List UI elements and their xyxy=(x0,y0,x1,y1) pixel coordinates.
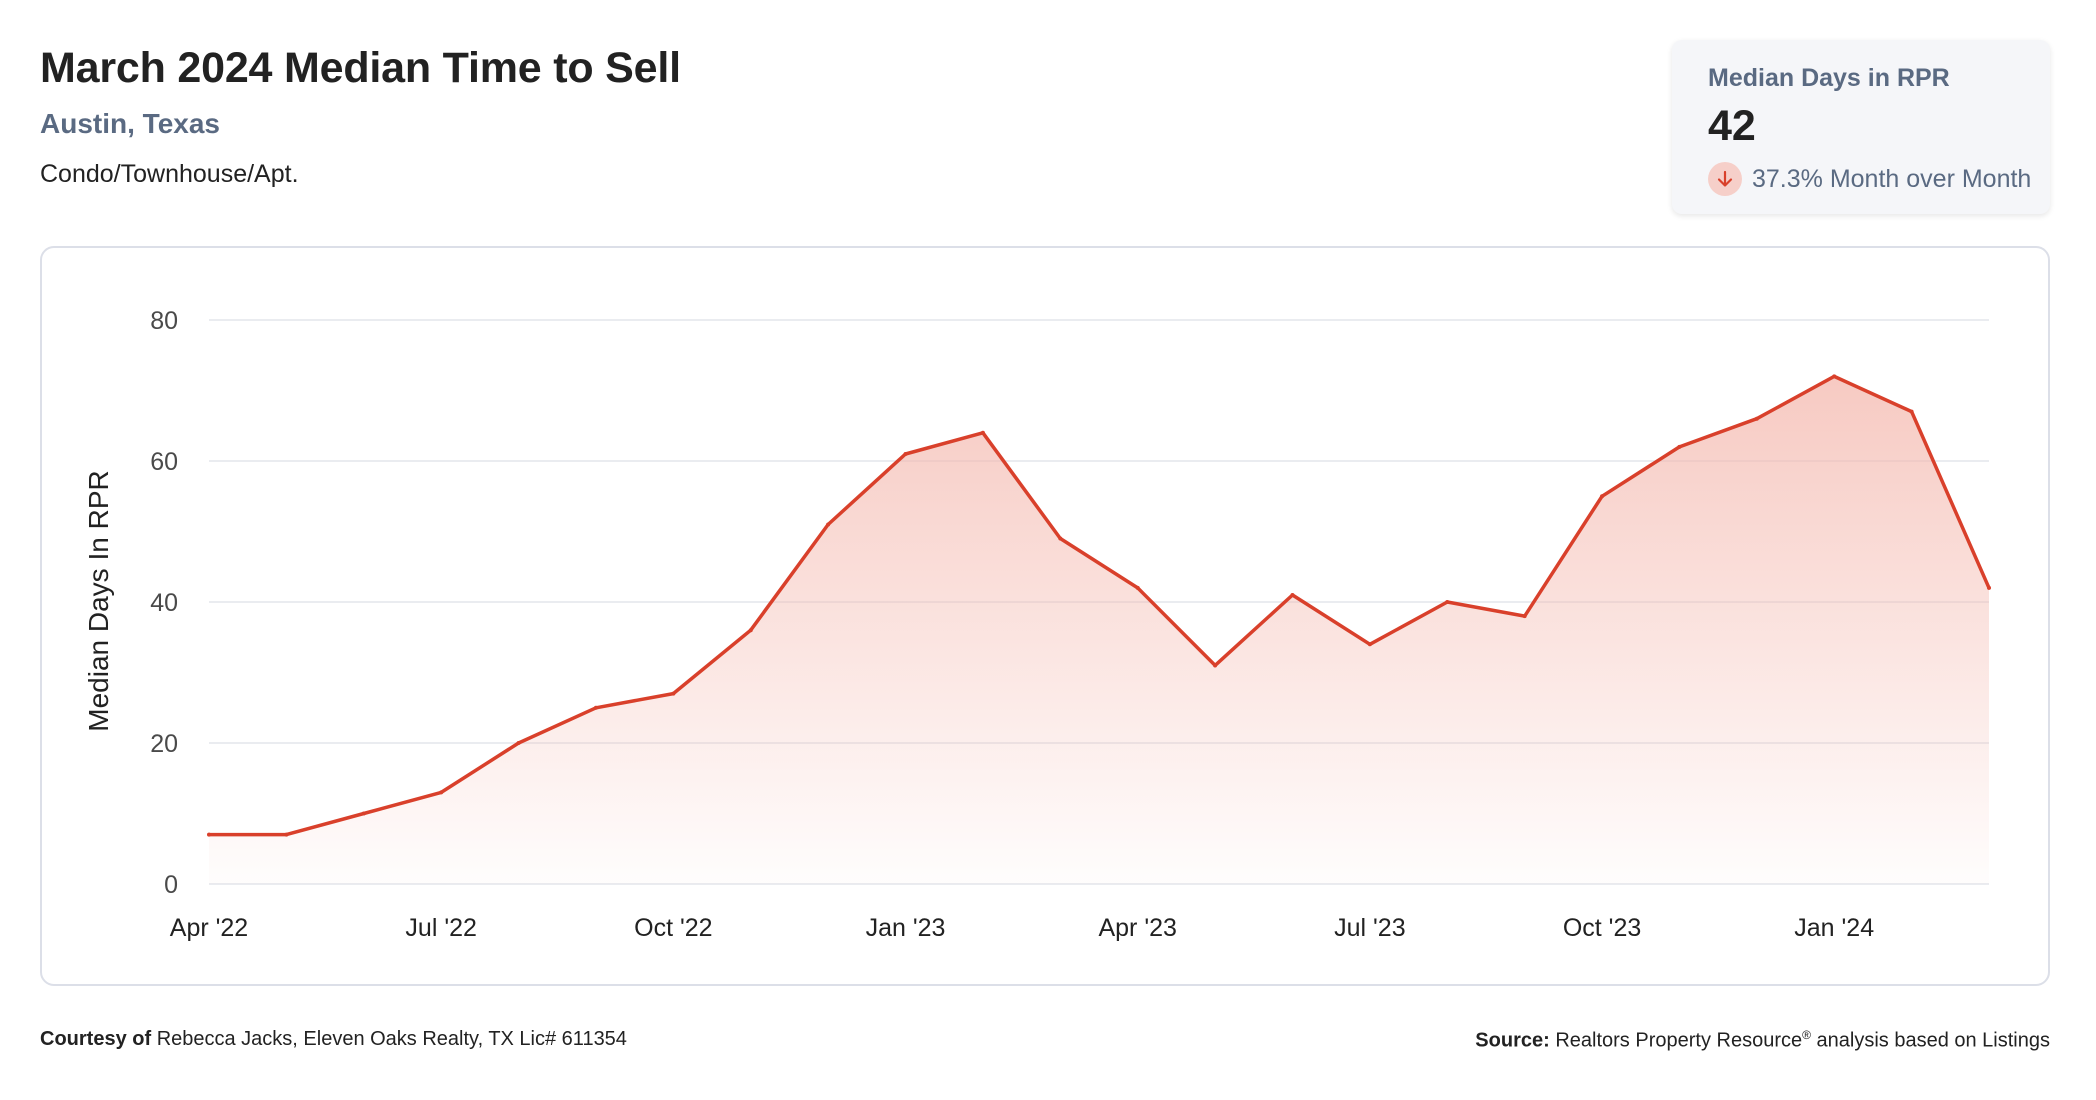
data-point-2023-09[interactable] xyxy=(1522,614,1527,619)
source-footer: Source: Realtors Property Resource® anal… xyxy=(1475,1028,2050,1053)
data-point-2023-01[interactable] xyxy=(903,451,908,456)
data-point-2022-06[interactable] xyxy=(361,811,366,816)
chart-panel: 0 20 40 60 80 Apr '22 Jul '22 Oct '22 Jan '23 Apr… xyxy=(40,246,2050,986)
data-point-2022-09[interactable] xyxy=(593,705,598,710)
property-type-label: Condo/Townhouse/Apt. xyxy=(40,160,299,188)
x-tick-label: Oct '23 xyxy=(1563,914,1641,942)
stat-label: Median Days in RPR xyxy=(1708,64,1950,92)
y-tick-label: 40 xyxy=(150,589,178,617)
data-point-2022-12[interactable] xyxy=(826,522,831,527)
courtesy-footer: Courtesy of Rebecca Jacks, Eleven Oaks R… xyxy=(40,1028,627,1051)
data-point-2022-07[interactable] xyxy=(439,790,444,795)
courtesy-text: Rebecca Jacks, Eleven Oaks Realty, TX Li… xyxy=(156,1028,627,1050)
data-point-2023-08[interactable] xyxy=(1445,600,1450,604)
registered-mark: ® xyxy=(1802,1028,1811,1042)
source-tail: analysis based on Listings xyxy=(1816,1029,2050,1052)
median-days-chart: 0 20 40 60 80 Apr '22 Jul '22 Oct '22 Jan '23 Apr… xyxy=(83,307,1991,942)
y-tick-label: 20 xyxy=(150,730,178,758)
x-tick-label: Jul '23 xyxy=(1334,914,1405,942)
x-tick-label: Apr '23 xyxy=(1098,914,1176,942)
data-point-2023-04[interactable] xyxy=(1135,585,1140,590)
data-point-2022-10[interactable] xyxy=(671,691,676,696)
data-point-2024-02[interactable] xyxy=(1909,409,1914,414)
x-tick-label: Apr '22 xyxy=(170,914,248,942)
arrow-down-icon xyxy=(1708,162,1742,196)
x-tick-label: Oct '22 xyxy=(634,914,712,942)
stat-value: 42 xyxy=(1708,102,1756,150)
location-subtitle: Austin, Texas xyxy=(40,108,220,139)
y-axis-label: Median Days In RPR xyxy=(83,470,114,731)
y-tick-label: 60 xyxy=(150,448,178,476)
data-point-2022-11[interactable] xyxy=(748,628,753,633)
series-area-fill xyxy=(209,376,1989,884)
data-point-2024-01[interactable] xyxy=(1832,374,1837,379)
data-point-2023-03[interactable] xyxy=(1058,536,1063,541)
source-label: Source: xyxy=(1475,1029,1550,1052)
data-point-2023-12[interactable] xyxy=(1754,416,1759,421)
y-tick-label: 0 xyxy=(164,871,178,899)
courtesy-label: Courtesy of xyxy=(40,1028,152,1050)
data-point-2023-02[interactable] xyxy=(980,430,985,435)
data-point-2023-05[interactable] xyxy=(1213,663,1218,668)
source-text: Realtors Property Resource xyxy=(1555,1029,1803,1052)
data-point-2024-03[interactable] xyxy=(1987,585,1991,590)
data-point-2023-11[interactable] xyxy=(1677,444,1682,449)
stat-card: Median Days in RPR 42 37.3% Month over M… xyxy=(1672,40,2050,214)
data-point-2022-05[interactable] xyxy=(284,832,289,837)
series-line xyxy=(207,374,1991,837)
data-point-2023-10[interactable] xyxy=(1600,494,1605,499)
stat-change: 37.3% Month over Month xyxy=(1708,162,2031,196)
data-point-2022-08[interactable] xyxy=(516,741,521,745)
data-point-2022-04[interactable] xyxy=(207,832,211,837)
x-tick-label: Jul '22 xyxy=(405,914,476,942)
data-point-2023-06[interactable] xyxy=(1290,592,1295,597)
stat-change-text: 37.3% Month over Month xyxy=(1752,164,2032,193)
x-tick-label: Jan '24 xyxy=(1794,914,1874,942)
x-tick-label: Jan '23 xyxy=(866,914,946,942)
data-point-2023-07[interactable] xyxy=(1367,642,1372,647)
page-title: March 2024 Median Time to Sell xyxy=(40,44,681,92)
y-tick-label: 80 xyxy=(150,307,178,335)
